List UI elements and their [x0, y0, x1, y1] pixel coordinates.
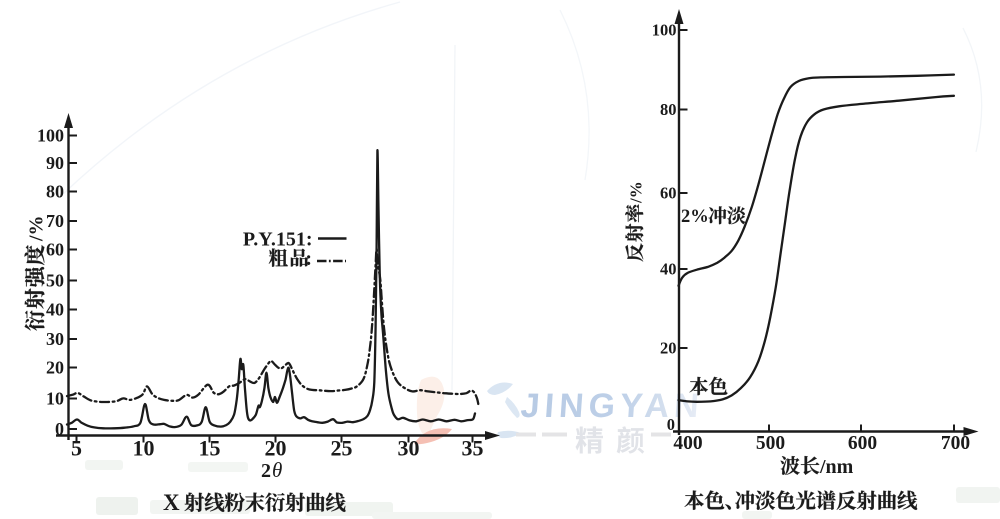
svg-text:20: 20 — [265, 436, 287, 461]
svg-text:0: 0 — [667, 415, 675, 434]
svg-text:70: 70 — [46, 211, 64, 231]
svg-text:30: 30 — [398, 436, 420, 461]
svg-text:θ: θ — [272, 458, 282, 482]
svg-text:5: 5 — [71, 436, 82, 461]
svg-text:30: 30 — [46, 329, 64, 349]
svg-text:2%: 2% — [681, 207, 709, 227]
svg-text:JINGYAN: JINGYAN — [519, 387, 705, 425]
svg-text:500: 500 — [756, 433, 785, 454]
svg-text:25: 25 — [331, 436, 353, 461]
svg-text:/%: /% — [627, 181, 646, 204]
svg-text:35: 35 — [462, 436, 484, 461]
svg-text:100: 100 — [652, 21, 677, 40]
svg-text:600: 600 — [848, 433, 877, 454]
svg-text:90: 90 — [46, 153, 64, 173]
svg-text:10: 10 — [46, 389, 64, 409]
svg-text:60: 60 — [46, 240, 64, 260]
svg-text:0: 0 — [55, 419, 64, 439]
svg-text:50: 50 — [46, 271, 64, 291]
svg-text:80: 80 — [46, 182, 64, 202]
svg-text:10: 10 — [133, 436, 155, 461]
svg-text:700: 700 — [941, 433, 970, 454]
svg-text:20: 20 — [660, 339, 677, 358]
svg-text:400: 400 — [673, 433, 702, 454]
svg-text:15: 15 — [199, 436, 221, 461]
svg-text:80: 80 — [660, 100, 677, 119]
svg-text:100: 100 — [37, 126, 64, 146]
svg-text::: : — [305, 248, 312, 270]
svg-text:60: 60 — [660, 184, 677, 203]
svg-text:P.Y.151:: P.Y.151: — [243, 229, 313, 251]
svg-text:2: 2 — [261, 460, 271, 482]
svg-text:40: 40 — [660, 260, 677, 279]
svg-text:40: 40 — [46, 300, 64, 320]
svg-text:X: X — [163, 490, 180, 515]
svg-text:20: 20 — [46, 358, 64, 378]
svg-text:/nm: /nm — [819, 456, 854, 478]
svg-text:/%: /% — [26, 215, 48, 242]
